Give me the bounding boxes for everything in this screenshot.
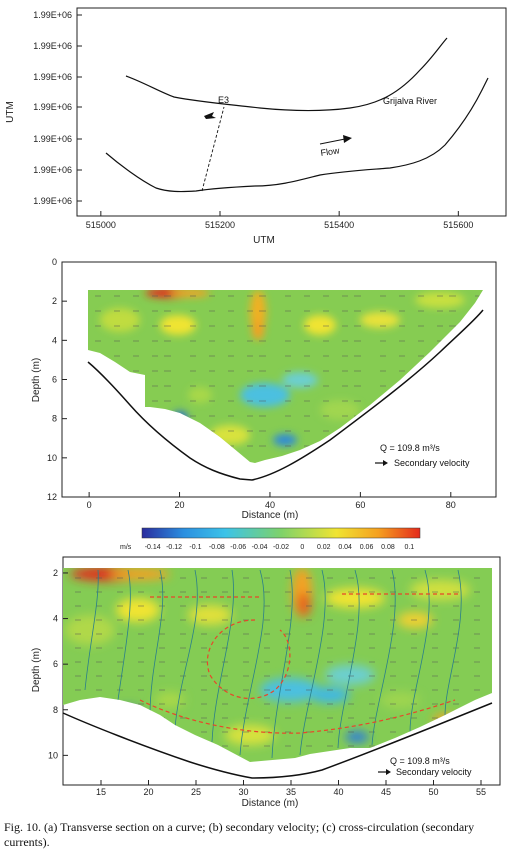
colorbar-tick-label: -0.12 (166, 544, 182, 551)
c-x-tick-label: 20 (143, 787, 153, 797)
figure-caption: Fig. 10. (a) Transverse section on a cur… (4, 820, 475, 849)
b-x-tick-label: 0 (87, 500, 92, 510)
panel-c-x-ticks: 15 20 25 30 35 40 45 50 55 (96, 780, 486, 797)
panel-c-legend-label: Secondary velocity (396, 767, 472, 777)
panel-c-streamlines (84, 569, 462, 759)
flow-arrow-icon (319, 135, 352, 145)
a-y-tick-label: 1.99E+06 (33, 165, 72, 175)
colorbar-tick-label: -0.04 (252, 544, 268, 551)
panel-c-discharge: Q = 109.8 m³/s (390, 756, 450, 766)
panel-b-discharge: Q = 109.8 m³/s (380, 443, 440, 453)
b-x-tick-label: 20 (175, 500, 185, 510)
panel-b-y-ticks: 0 2 4 6 8 10 12 (47, 257, 67, 502)
panel-c-arrow-legend-icon (378, 769, 391, 775)
panel-a-y-label: UTM (5, 101, 16, 123)
panel-c-velocity-field (63, 568, 492, 762)
a-x-tick-label: 515600 (443, 220, 473, 230)
b-y-tick-label: 6 (52, 375, 57, 385)
colorbar-tick-label: 0.04 (338, 544, 352, 551)
a-y-tick-label: 1.99E+06 (33, 102, 72, 112)
c-x-tick-label: 50 (428, 787, 438, 797)
panel-b-x-ticks: 0 20 40 60 80 (87, 492, 456, 510)
colorbar-tick-label: -0.06 (230, 544, 246, 551)
b-x-tick-label: 80 (446, 500, 456, 510)
b-y-tick-label: 8 (52, 414, 57, 424)
river-bank-north (125, 37, 448, 112)
panel-c-x-label: Distance (m) (242, 798, 299, 809)
flow-label: Flow (320, 145, 341, 158)
b-y-tick-label: 12 (47, 492, 57, 502)
c-y-tick-label: 2 (53, 568, 58, 578)
panel-a-x-ticks: 515000 515200 515400 515600 (86, 211, 473, 230)
panel-c: 2 4 6 8 10 15 20 25 30 35 40 45 50 55 Depth (m) Dist… (31, 556, 501, 809)
a-y-tick-label: 1.99E+06 (33, 41, 72, 51)
transect-line (201, 106, 225, 192)
c-x-tick-label: 25 (191, 787, 201, 797)
colorbar-tick-label: -0.14 (145, 544, 161, 551)
panel-b: 0 2 4 6 8 10 12 0 20 40 60 80 Depth (m) Distance (… (31, 257, 497, 521)
b-y-tick-label: 0 (52, 257, 57, 267)
panel-b-arrow-legend-icon (375, 460, 388, 466)
colorbar-ticks: -0.14 -0.12 -0.1 -0.08 -0.06 -0.04 -0.02 0 0.02 0… (145, 544, 415, 551)
colorbar-tick-label: 0.1 (404, 544, 414, 551)
c-y-tick-label: 8 (53, 705, 58, 715)
colorbar-unit: m/s (120, 544, 132, 551)
station-label: E3 (218, 95, 229, 105)
panel-c-y-label: Depth (m) (31, 648, 42, 692)
station-marker-icon (204, 112, 216, 119)
a-y-tick-label: 1.99E+06 (33, 10, 72, 20)
c-y-tick-label: 10 (48, 750, 58, 760)
colorbar-tick-label: -0.02 (273, 544, 289, 551)
panel-b-x-label: Distance (m) (242, 510, 299, 521)
c-x-tick-label: 35 (286, 787, 296, 797)
c-x-tick-label: 15 (96, 787, 106, 797)
colorbar-tick-label: 0 (300, 544, 304, 551)
colorbar-ramp (141, 527, 421, 539)
colorbar-tick-label: -0.1 (189, 544, 201, 551)
b-y-tick-label: 10 (47, 453, 57, 463)
c-y-tick-label: 4 (53, 614, 58, 624)
panel-a-frame (76, 7, 507, 217)
a-x-tick-label: 515200 (205, 220, 235, 230)
panel-c-bed-line (62, 702, 493, 779)
c-x-tick-label: 40 (333, 787, 343, 797)
panel-a-x-label: UTM (253, 235, 275, 246)
panel-b-bed-line (87, 309, 484, 481)
colorbar-tick-label: 0.02 (317, 544, 331, 551)
b-x-tick-label: 40 (265, 500, 275, 510)
river-name-label: Grijalva River (383, 96, 437, 106)
colorbar-tick-label: 0.08 (381, 544, 395, 551)
a-y-tick-label: 1.99E+06 (33, 196, 72, 206)
colorbar-tick-label: -0.08 (209, 544, 225, 551)
a-y-tick-label: 1.99E+06 (33, 72, 72, 82)
colorbar: m/s -0.14 -0.12 -0.1 -0.08 -0.06 -0.04 -0.02 0 0… (120, 527, 421, 551)
c-x-tick-label: 55 (476, 787, 486, 797)
b-y-tick-label: 2 (52, 296, 57, 306)
panel-a-y-ticks: 1.99E+06 1.99E+06 1.99E+06 1.99E+06 1.99E+06… (33, 10, 82, 206)
a-y-tick-label: 1.99E+06 (33, 134, 72, 144)
river-bank-south (105, 77, 489, 193)
panel-c-circulation-cells (139, 593, 458, 734)
a-x-tick-label: 515400 (324, 220, 354, 230)
c-y-tick-label: 6 (53, 659, 58, 669)
b-y-tick-label: 4 (52, 335, 57, 345)
colorbar-tick-label: 0.06 (360, 544, 374, 551)
panel-c-y-ticks: 2 4 6 8 10 (48, 568, 68, 760)
panel-a: 1.99E+06 1.99E+06 1.99E+06 1.99E+06 1.99E+06… (5, 7, 507, 246)
panel-b-legend-label: Secondary velocity (394, 458, 470, 468)
c-x-tick-label: 30 (238, 787, 248, 797)
b-x-tick-label: 60 (355, 500, 365, 510)
panel-b-y-label: Depth (m) (31, 358, 42, 402)
a-x-tick-label: 515000 (86, 220, 116, 230)
c-x-tick-label: 45 (381, 787, 391, 797)
